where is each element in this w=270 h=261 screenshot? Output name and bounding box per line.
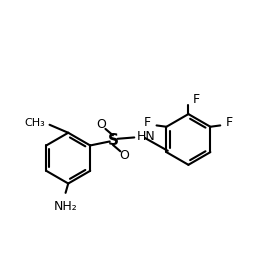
Text: O: O <box>96 118 106 131</box>
Text: S: S <box>107 133 119 148</box>
Text: HN: HN <box>137 130 156 143</box>
Text: CH₃: CH₃ <box>24 118 45 128</box>
Text: O: O <box>119 149 129 162</box>
Text: NH₂: NH₂ <box>54 199 77 212</box>
Text: F: F <box>226 116 233 129</box>
Text: F: F <box>193 93 200 106</box>
Text: F: F <box>144 116 151 129</box>
